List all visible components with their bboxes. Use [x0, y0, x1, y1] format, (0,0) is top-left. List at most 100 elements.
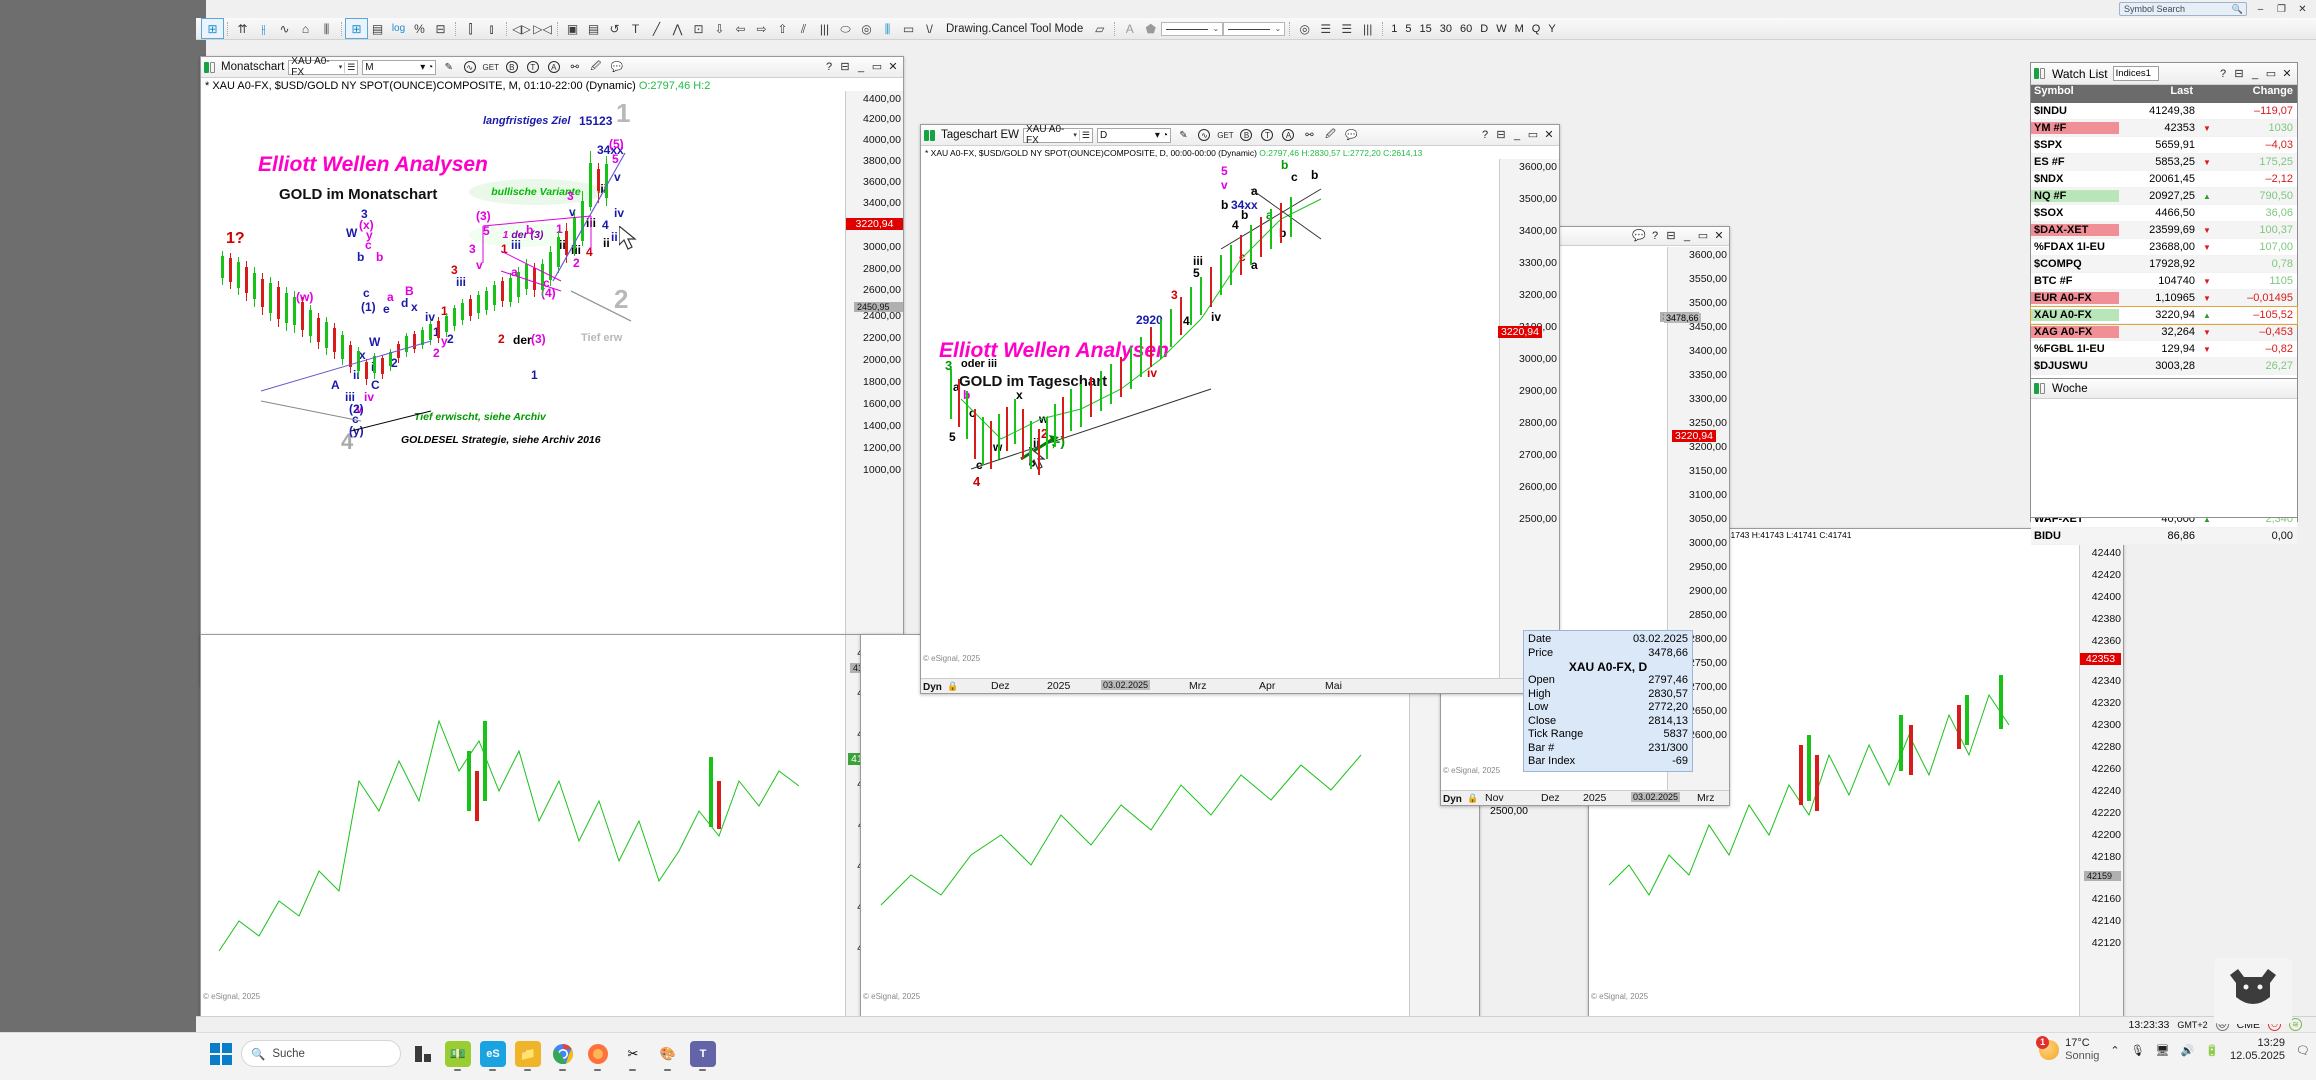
pencil-icon[interactable]: ✎ — [1179, 129, 1188, 141]
mountain-style-icon[interactable]: ⌂ — [301, 21, 310, 36]
task-view-icon[interactable] — [410, 1041, 436, 1067]
watch-list-row[interactable]: $DJUSWU 3003,28 26,27 — [2031, 358, 2297, 375]
font-color-icon[interactable]: A — [1125, 21, 1134, 36]
display-icon[interactable]: 🖥 — [2155, 1044, 2170, 1057]
maximize-button[interactable]: ▭ — [2265, 67, 2277, 80]
fill-color-icon[interactable]: ⬟ — [1145, 21, 1156, 36]
watch-list-row[interactable]: NQ #F 20927,25 ▲ 790,50 — [2031, 188, 2297, 205]
link-icon[interactable]: ⚯ — [570, 61, 579, 73]
daily-dyn-label[interactable]: Dyn — [923, 682, 942, 693]
bar-style-icon[interactable]: ⇈ — [237, 21, 248, 36]
weekly-y-axis[interactable]: 3600,00 3550,00 3500,00 3450,00 3400,00 … — [1667, 247, 1729, 790]
wifi-icon[interactable]: ≋ — [2289, 1018, 2302, 1031]
watch-list-row[interactable]: %FDAX 1I-EU 23688,00 ▼ 107,00 — [2031, 239, 2297, 256]
chevron-down-icon[interactable]: ▾ — [338, 64, 343, 71]
volume-icon[interactable]: 🔊 — [2180, 1044, 2195, 1057]
a-circle-icon[interactable]: A — [545, 59, 562, 75]
minimize-button[interactable]: _ — [1683, 230, 1691, 242]
line-style-icon[interactable]: ∿ — [279, 21, 290, 36]
maximize-button[interactable]: ▭ — [1527, 129, 1539, 141]
rectangle-icon[interactable]: ▭ — [902, 21, 915, 36]
expand-h-icon[interactable]: ◁▷ — [512, 21, 531, 36]
undo-icon[interactable]: ↺ — [609, 21, 620, 36]
percent-icon[interactable]: % — [414, 21, 425, 36]
weekly-dyn-label[interactable]: Dyn — [1443, 794, 1462, 805]
chevron-up-icon[interactable]: ⌃ — [2110, 1044, 2120, 1057]
column-change[interactable]: Change — [2252, 85, 2293, 97]
eraser-icon[interactable]: ▱ — [1095, 21, 1105, 36]
close-button[interactable]: ✕ — [1714, 230, 1724, 242]
watch-list-select[interactable]: Indices1 — [2112, 66, 2159, 81]
monthly-window-controls[interactable]: ? ⊟ _ ▭ ✕ — [822, 60, 900, 74]
timeframe-1[interactable]: 1 — [1391, 22, 1398, 35]
close-button[interactable]: ✕ — [888, 61, 898, 73]
t-circle-icon[interactable]: T — [1259, 127, 1276, 143]
weather-widget[interactable]: 1 17°C Sonnig — [2036, 1036, 2099, 1063]
andrews-pitchfork-icon[interactable]: \/ — [926, 21, 933, 36]
align-left-icon[interactable]: ⫿ — [468, 21, 473, 36]
close-button[interactable]: ✕ — [2298, 3, 2307, 15]
daily-x-axis[interactable]: Dyn 🔒 Dez 2025 03.02.2025 Mrz Apr Mai — [921, 678, 1559, 693]
arrow-down-icon[interactable]: ⇩ — [714, 21, 725, 36]
search-icon[interactable]: 🔍 — [2231, 4, 2243, 14]
wave-icon[interactable]: ∿ — [1196, 127, 1213, 143]
column-symbol[interactable]: Symbol — [2034, 85, 2074, 97]
interval-select[interactable]: D ▾ ◔ — [1096, 127, 1171, 143]
wave-icon[interactable]: ∿ — [461, 59, 478, 75]
close-button[interactable]: ✕ — [1544, 129, 1554, 141]
daily-y-axis[interactable]: 3600,00 3500,00 3400,00 3300,00 3200,00 … — [1499, 159, 1559, 678]
timeframe-Y[interactable]: Y — [1548, 22, 1556, 35]
chrome-icon[interactable] — [550, 1041, 576, 1071]
help-button[interactable]: ? — [1481, 129, 1489, 141]
b-circle-icon[interactable]: B — [503, 59, 520, 75]
line-style2-icon[interactable]: ☰ — [1341, 21, 1353, 36]
watch-list-row[interactable]: ES #F 5853,25 ▼ 175,25 — [2031, 154, 2297, 171]
file-explorer-icon[interactable]: 📁 — [515, 1040, 541, 1071]
b-circle-icon[interactable]: B — [1238, 127, 1255, 143]
crosshair-icon[interactable]: ⊞ — [201, 18, 224, 39]
timeframe-60[interactable]: 60 — [1459, 22, 1473, 35]
watch-list-row[interactable]: $SOX 4466,50 36,06 — [2031, 205, 2297, 222]
note-icon[interactable]: 🖉 — [1325, 128, 1336, 140]
column-last[interactable]: Last — [2170, 85, 2193, 97]
minimize-button[interactable]: _ — [1513, 129, 1521, 141]
watch-list-header[interactable]: Watch List Indices1 ? ⊟ _ ▭ ✕ — [2031, 63, 2297, 85]
chevron-down-icon[interactable]: ▾ — [420, 61, 426, 73]
interval-select[interactable]: M ▾ ◔ — [362, 59, 437, 75]
close-button[interactable]: ✕ — [2282, 67, 2292, 80]
chevron-down-icon[interactable]: ▾ — [1073, 132, 1077, 139]
watch-list-row[interactable]: $NDX 20061,45 –2,12 — [2031, 171, 2297, 188]
histogram-icon[interactable]: ⫼ — [323, 21, 330, 36]
menu-icon[interactable]: ☰ — [1078, 129, 1090, 141]
fib-icon[interactable]: ⫼ — [884, 21, 891, 36]
spiral-icon[interactable]: ◎ — [861, 21, 872, 36]
battery-icon[interactable]: 🔋 — [2205, 1044, 2219, 1057]
link-icon[interactable]: ⚯ — [1305, 129, 1314, 141]
layout-refresh-icon[interactable]: ⊟ — [435, 21, 446, 36]
lock-icon[interactable]: 🔒 — [1467, 793, 1479, 803]
line-weight-icon[interactable]: ☰ — [1320, 21, 1332, 36]
watch-list-row[interactable]: %FGBL 1I-EU 129,94 ▼ –0,82 — [2031, 341, 2297, 358]
taskbar-search-input[interactable]: 🔍 Suche — [241, 1040, 401, 1067]
esignal-icon[interactable]: eS — [480, 1040, 506, 1071]
weekly-chart-plot[interactable]: © eSignal, 2025 or 3600,00 3550,00 3500,… — [1441, 247, 1729, 805]
watch-list-row[interactable]: XAG A0-FX 32,264 ▼ –0,453 — [2031, 324, 2297, 341]
notification-icon[interactable]: 🗨 — [2296, 1044, 2310, 1057]
t-circle-icon[interactable]: T — [524, 59, 541, 75]
start-icon[interactable] — [210, 1042, 232, 1065]
daily-chart-plot[interactable]: Elliott Wellen Analysen GOLD im Tagescha… — [921, 159, 1559, 693]
symbol-select[interactable]: XAU A0-FX ▾ ☰ — [1022, 124, 1093, 146]
line-style-select[interactable]: ⌄ — [1223, 21, 1286, 36]
ellipse-icon[interactable]: ⬭ — [840, 21, 851, 36]
timeframe-W[interactable]: W — [1496, 22, 1507, 35]
watch-list-row[interactable]: BTC #F 104740 ▼ 1105 — [2031, 273, 2297, 290]
weekly-x-axis[interactable]: Dyn 🔒 Nov Dez 2025 03.02.2025 Mrz — [1441, 790, 1729, 805]
timeframe-15[interactable]: 15 — [1419, 22, 1432, 35]
monthly-chart-window[interactable]: Monatschart XAU A0-FX ▾ ☰ M ▾ ◔ ✎ ∿ GET … — [200, 56, 904, 686]
cash-app-icon[interactable]: 💵 — [445, 1040, 471, 1071]
arrow-left-icon[interactable]: ⇦ — [735, 21, 746, 36]
target-icon[interactable]: ◎ — [1299, 21, 1310, 36]
comment-icon[interactable]: 💬 — [1632, 230, 1646, 242]
global-toolbar[interactable]: ⊞ ⇈ ⫲ ∿ ⌂ ⫼ ⊞ ▤ log % ⊟ ⫿ ⫾ ◁▷ ▷◁ ▣ ▤ ↺ … — [196, 18, 2316, 40]
get-icon[interactable]: GET — [1217, 130, 1234, 140]
